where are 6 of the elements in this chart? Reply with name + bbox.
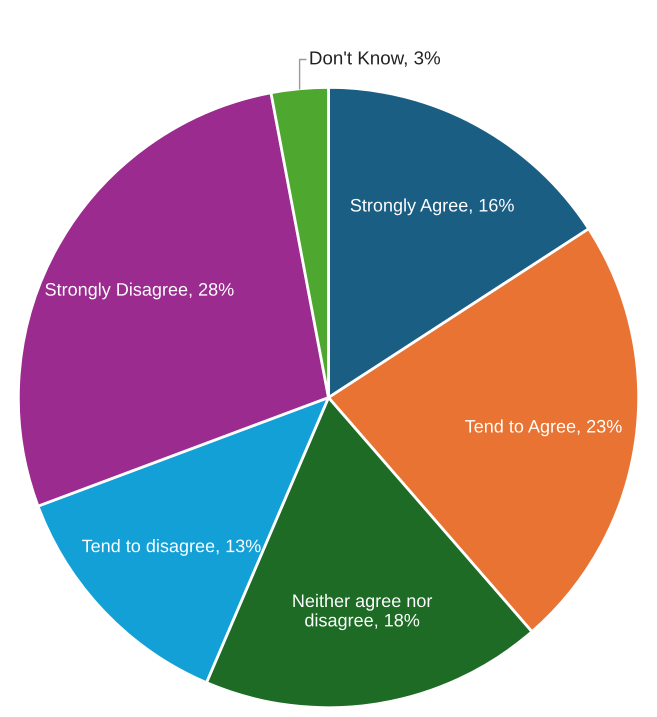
slice-label: Neither agree nor disagree, 18% [293,594,432,630]
slice-label: Strongly Disagree, 28% [45,282,234,300]
slice-label: Tend to disagree, 13% [82,539,261,556]
slice-label: Don't Know, 3% [310,51,440,67]
slice-label: Strongly Agree, 16% [350,198,514,216]
slice-label: Tend to Agree, 23% [465,419,622,436]
